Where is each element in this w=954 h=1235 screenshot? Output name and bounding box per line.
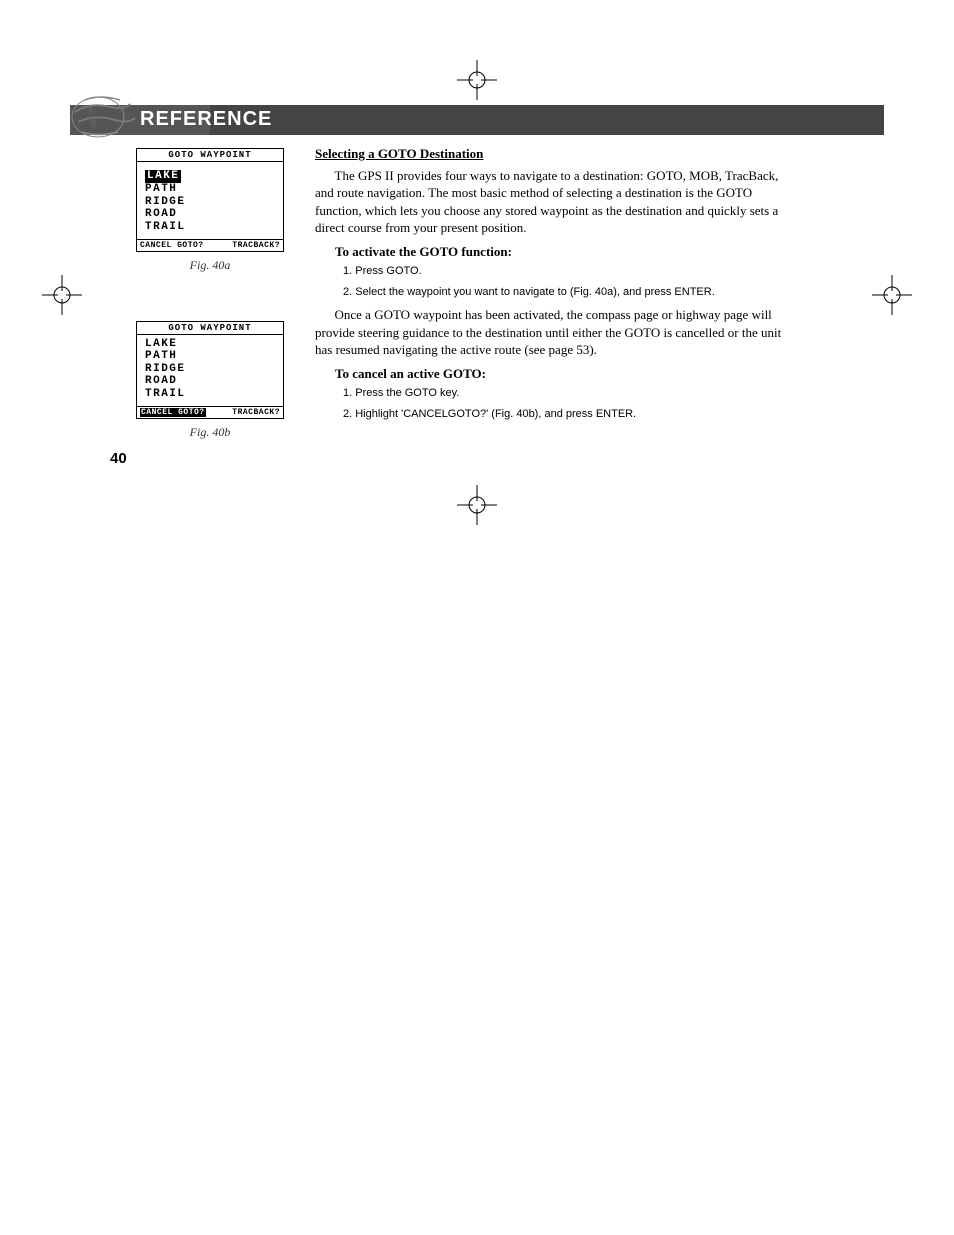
screenshot-body: LAKE PATH RIDGE ROAD TRAIL [137,162,283,239]
header-title: REFERENCE [140,108,272,131]
main-content: Selecting a GOTO Destination The GPS II … [315,145,790,428]
waypoint-item: RIDGE [145,363,275,376]
left-column: GOTO WAYPOINT LAKE PATH RIDGE ROAD TRAIL… [130,148,290,440]
footer-tracback: TRACBACK? [232,408,280,417]
screenshot-40b: GOTO WAYPOINT LAKE PATH RIDGE ROAD TRAIL… [136,321,284,419]
instruction-step: 2. Highlight 'CANCELGOTO?' (Fig. 40b), a… [343,407,790,422]
waypoint-item: RIDGE [145,196,275,209]
waypoint-item: TRAIL [145,221,275,234]
screenshot-header: GOTO WAYPOINT [137,149,283,162]
figure-caption: Fig. 40b [130,425,290,440]
sub-heading: To activate the GOTO function: [335,243,790,261]
screenshot-header: GOTO WAYPOINT [137,322,283,335]
footer-cancel-selected: CANCEL GOTO? [140,408,206,417]
crop-mark-left [42,275,82,315]
waypoint-item: PATH [145,183,275,196]
sub-heading: To cancel an active GOTO: [335,365,790,383]
footer-cancel: CANCEL GOTO? [140,241,204,250]
instruction-step: 1. Press GOTO. [343,264,790,279]
waypoint-item: LAKE [145,338,275,351]
screenshot-body: LAKE PATH RIDGE ROAD TRAIL [137,335,283,406]
instruction-step: 1. Press the GOTO key. [343,386,790,401]
body-paragraph: The GPS II provides four ways to navigat… [315,167,790,237]
crop-mark-bottom [457,485,497,525]
header-logo-globe [70,82,140,142]
screenshot-footer: CANCEL GOTO? TRACBACK? [137,239,283,251]
figure-caption: Fig. 40a [130,258,290,273]
waypoint-item: ROAD [145,208,275,221]
body-paragraph: Once a GOTO waypoint has been activated,… [315,306,790,359]
waypoint-item-selected: LAKE [145,170,181,183]
crop-mark-top [457,60,497,100]
waypoint-item: ROAD [145,375,275,388]
waypoint-item: TRAIL [145,388,275,401]
crop-mark-right [872,275,912,315]
screenshot-40a: GOTO WAYPOINT LAKE PATH RIDGE ROAD TRAIL… [136,148,284,252]
section-heading: Selecting a GOTO Destination [315,145,790,163]
footer-tracback: TRACBACK? [232,241,280,250]
instruction-step: 2. Select the waypoint you want to navig… [343,285,790,300]
waypoint-item: PATH [145,350,275,363]
screenshot-footer: CANCEL GOTO? TRACBACK? [137,406,283,418]
page-number: 40 [110,450,127,467]
